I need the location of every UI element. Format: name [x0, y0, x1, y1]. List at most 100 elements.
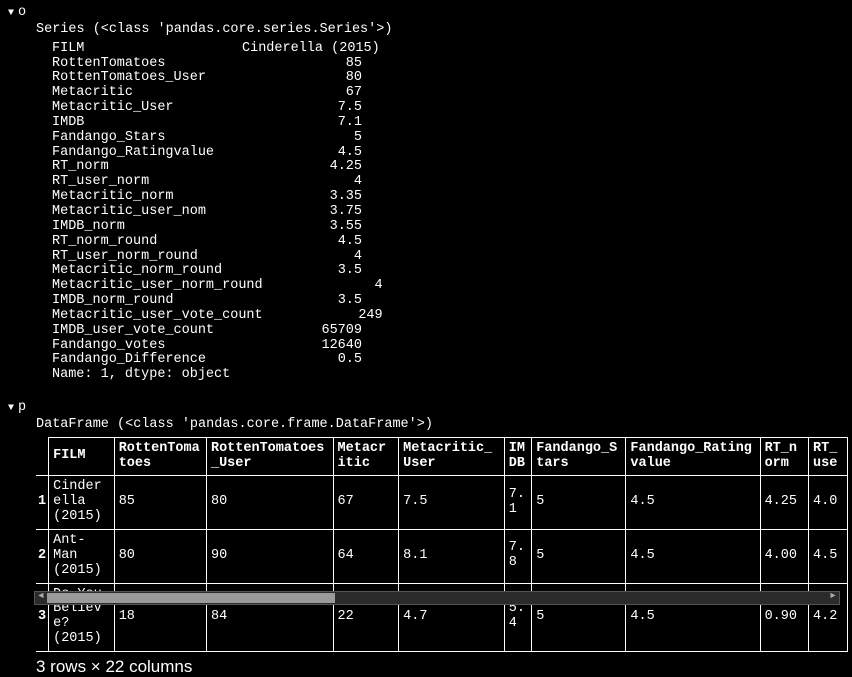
series-key: RottenTomatoes_User: [52, 71, 242, 86]
series-value: 85: [242, 57, 362, 72]
table-cell: 5: [532, 530, 626, 584]
variable-o-header[interactable]: ▼ o: [8, 6, 844, 21]
series-value: 3.55: [242, 220, 362, 235]
series-key: Fandango_Stars: [52, 131, 242, 146]
series-row: RottenTomatoes85: [52, 57, 844, 72]
series-key: Metacritic_norm_round: [52, 264, 242, 279]
series-value: 4: [242, 175, 362, 190]
series-row: Metacritic_norm3.35: [52, 190, 844, 205]
series-key: IMDB: [52, 116, 242, 131]
collapse-triangle-icon[interactable]: ▼: [8, 8, 14, 19]
variable-p-header[interactable]: ▼ p: [8, 401, 844, 416]
series-key: Metacritic_user_nom: [52, 205, 242, 220]
horizontal-scrollbar[interactable]: ◄ ►: [34, 591, 840, 605]
variable-p-name: p: [18, 401, 26, 416]
series-key: RT_user_norm_round: [52, 250, 242, 265]
series-row: FILMCinderella (2015): [52, 42, 844, 57]
table-column-header: Fandango_Stars: [532, 437, 626, 476]
table-cell: 67: [333, 476, 399, 530]
scroll-right-arrow-icon[interactable]: ►: [827, 592, 839, 604]
series-value: 65709: [242, 324, 362, 339]
series-key: RottenTomatoes: [52, 57, 242, 72]
series-value: 3.35: [242, 190, 362, 205]
series-key: Metacritic_user_norm_round: [52, 279, 263, 294]
scrollbar-thumb[interactable]: [47, 593, 335, 603]
table-cell: 4.25: [760, 476, 808, 530]
series-value: 80: [242, 71, 362, 86]
series-value: 4.5: [242, 146, 362, 161]
collapse-triangle-icon[interactable]: ▼: [8, 403, 14, 414]
table-cell: 64: [333, 530, 399, 584]
series-row: Fandango_Ratingvalue4.5: [52, 146, 844, 161]
series-key: IMDB_norm: [52, 220, 242, 235]
table-column-header: Fandango_Ratingvalue: [626, 437, 760, 476]
series-value: 3.75: [242, 205, 362, 220]
series-row: RottenTomatoes_User80: [52, 71, 844, 86]
series-key: Fandango_votes: [52, 339, 242, 354]
table-index-header: [36, 437, 49, 476]
dataframe-shape: 3 rows × 22 columns: [36, 658, 844, 677]
series-row: RT_norm_round4.5: [52, 235, 844, 250]
series-key: Metacritic_norm: [52, 190, 242, 205]
series-row: IMDB7.1: [52, 116, 844, 131]
dataframe-type-line: DataFrame (<class 'pandas.core.frame.Dat…: [36, 418, 844, 433]
table-row-index: 1: [36, 476, 49, 530]
series-key: Fandango_Difference: [52, 353, 242, 368]
series-footer: Name: 1, dtype: object: [52, 368, 844, 383]
table-column-header: RT_use: [809, 437, 848, 476]
series-value: 4.5: [242, 235, 362, 250]
table-cell: 80: [114, 530, 206, 584]
series-value: Cinderella (2015): [242, 42, 380, 57]
table-row: 1Cinderella (2015)8580677.57.154.54.254.…: [36, 476, 848, 530]
series-value: 249: [263, 309, 383, 324]
series-key: RT_norm: [52, 160, 242, 175]
dataframe-table-wrap: FILMRottenTomatoesRottenTomatoes_UserMet…: [36, 437, 848, 652]
series-value: 7.5: [242, 101, 362, 116]
series-row: Metacritic_norm_round3.5: [52, 264, 844, 279]
series-row: Metacritic_user_vote_count249: [52, 309, 844, 324]
table-cell: 90: [206, 530, 333, 584]
series-key: IMDB_norm_round: [52, 294, 242, 309]
series-row: Metacritic67: [52, 86, 844, 101]
series-value: 3.5: [242, 264, 362, 279]
table-cell: 80: [206, 476, 333, 530]
table-cell: 4.0: [809, 476, 848, 530]
series-value: 3.5: [242, 294, 362, 309]
table-cell: 7.5: [399, 476, 505, 530]
table-row: 2Ant-Man (2015)8090648.17.854.54.004.5: [36, 530, 848, 584]
series-value: 4.25: [242, 160, 362, 175]
series-row: Fandango_Difference0.5: [52, 353, 844, 368]
table-column-header: RottenTomatoes_User: [206, 437, 333, 476]
series-value: 0.5: [242, 353, 362, 368]
series-value: 4: [242, 250, 362, 265]
series-row: Fandango_Stars5: [52, 131, 844, 146]
series-row: Metacritic_User7.5: [52, 101, 844, 116]
table-cell: 4.5: [809, 530, 848, 584]
table-row-index: 2: [36, 530, 49, 584]
series-type-line: Series (<class 'pandas.core.series.Serie…: [36, 23, 844, 38]
series-row: RT_norm4.25: [52, 160, 844, 175]
series-value: 5: [242, 131, 362, 146]
table-column-header: Metacritic: [333, 437, 399, 476]
table-cell: 7.8: [504, 530, 531, 584]
series-key: Fandango_Ratingvalue: [52, 146, 242, 161]
table-cell: 4.5: [626, 530, 760, 584]
series-row: RT_user_norm4: [52, 175, 844, 190]
series-row: Fandango_votes12640: [52, 339, 844, 354]
series-key: FILM: [52, 42, 242, 57]
table-column-header: RottenTomatoes: [114, 437, 206, 476]
table-cell: 4.00: [760, 530, 808, 584]
series-value: 67: [242, 86, 362, 101]
table-column-header: Metacritic_User: [399, 437, 505, 476]
series-key: IMDB_user_vote_count: [52, 324, 242, 339]
series-value: 7.1: [242, 116, 362, 131]
series-rows: FILMCinderella (2015)RottenTomatoes85Rot…: [52, 42, 844, 369]
series-row: Metacritic_user_nom3.75: [52, 205, 844, 220]
series-row: IMDB_norm3.55: [52, 220, 844, 235]
series-key: RT_norm_round: [52, 235, 242, 250]
variable-o-name: o: [18, 6, 26, 21]
series-value: 4: [263, 279, 383, 294]
scroll-left-arrow-icon[interactable]: ◄: [35, 592, 47, 604]
table-cell: Cinderella (2015): [49, 476, 115, 530]
table-cell: 5: [532, 476, 626, 530]
